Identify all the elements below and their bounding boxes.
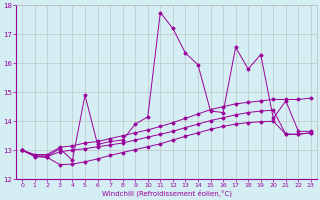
- X-axis label: Windchill (Refroidissement éolien,°C): Windchill (Refroidissement éolien,°C): [101, 190, 232, 197]
